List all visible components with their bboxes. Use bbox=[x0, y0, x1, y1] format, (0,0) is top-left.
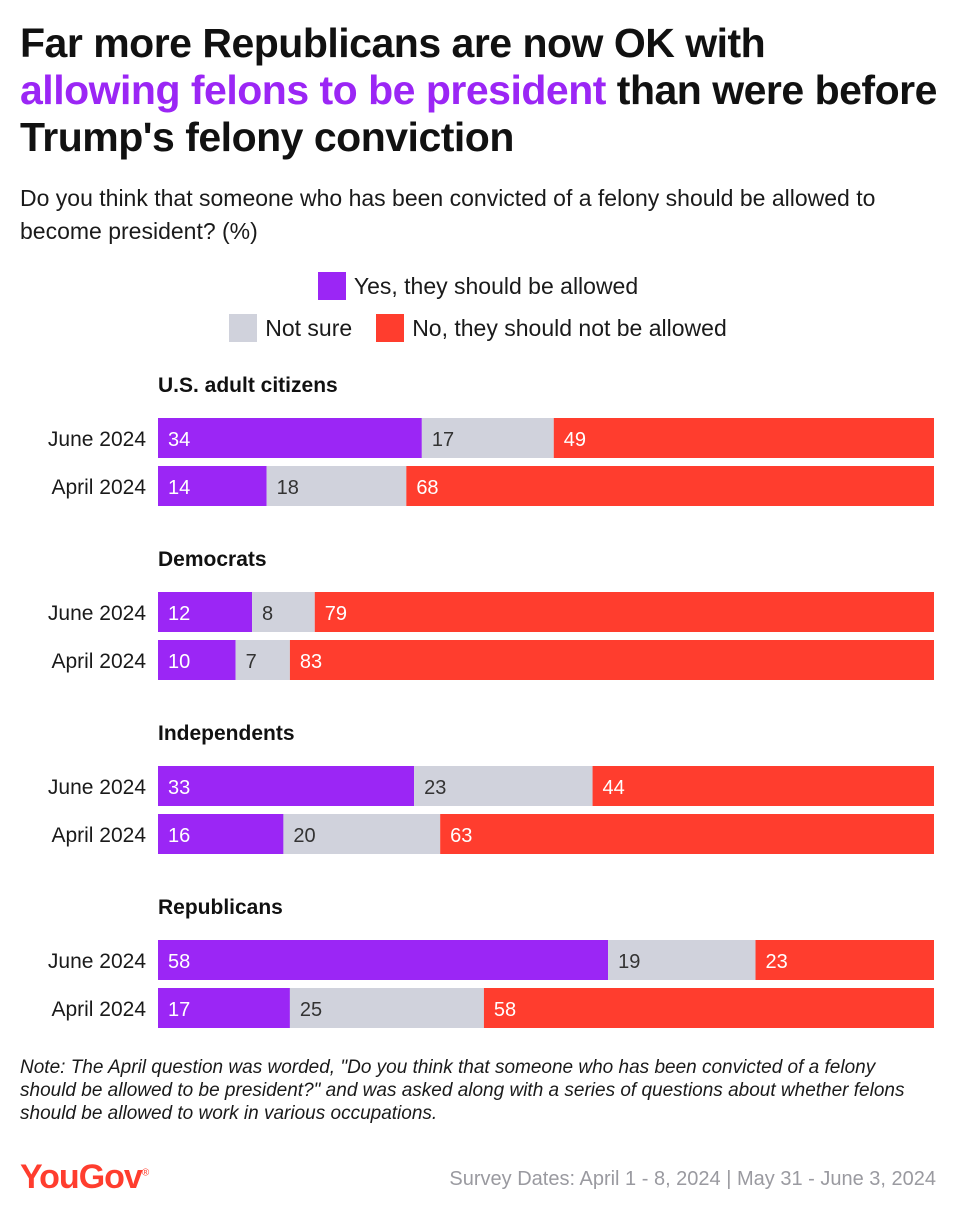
bar-segment-yes bbox=[158, 988, 290, 1028]
legend-label-yes: Yes, they should be allowed bbox=[353, 272, 639, 299]
bar-segment-no bbox=[592, 766, 934, 806]
legend-item-yes: Yes, they should be allowed bbox=[317, 272, 639, 300]
title-highlight: allowing felons to be president bbox=[20, 67, 606, 113]
row-label: April 2024 bbox=[51, 998, 146, 1021]
data-label-not-sure: 17 bbox=[432, 429, 454, 451]
row-label: April 2024 bbox=[51, 824, 146, 847]
data-label-yes: 12 bbox=[168, 603, 190, 625]
chart-title: Far more Republicans are now OK with all… bbox=[20, 20, 940, 161]
legend-label-not-sure: Not sure bbox=[265, 314, 353, 341]
footnote: Note: The April question was worded, "Do… bbox=[20, 1057, 905, 1124]
bar-segment-yes bbox=[158, 814, 284, 854]
legend-item-not-sure: Not sure bbox=[229, 314, 352, 342]
group-header-independents: Independents bbox=[158, 722, 295, 745]
bar-segment-yes bbox=[158, 466, 267, 506]
row-label: June 2024 bbox=[48, 428, 146, 451]
data-label-yes: 17 bbox=[168, 999, 190, 1021]
registered-mark: ® bbox=[141, 1167, 150, 1179]
group-header-democrats: Democrats bbox=[158, 548, 267, 571]
bar-segment-yes bbox=[158, 940, 609, 980]
data-label-not-sure: 20 bbox=[293, 825, 315, 847]
data-label-no: 79 bbox=[325, 603, 347, 625]
data-label-yes: 16 bbox=[168, 825, 190, 847]
legend-row-2: Not sure No, they should not be allowed bbox=[0, 314, 956, 342]
bar-segment-not-sure bbox=[283, 814, 441, 854]
data-label-no: 68 bbox=[416, 477, 438, 499]
data-label-not-sure: 7 bbox=[246, 651, 257, 673]
data-label-yes: 34 bbox=[168, 429, 190, 451]
row-label: June 2024 bbox=[48, 602, 146, 625]
yougov-logo: YouGov® bbox=[20, 1158, 149, 1197]
bar-segment-no bbox=[553, 418, 934, 458]
data-label-yes: 14 bbox=[168, 477, 190, 499]
bar-segment-yes bbox=[158, 418, 422, 458]
group-header-republicans: Republicans bbox=[158, 896, 283, 919]
legend-swatch-not-sure bbox=[229, 314, 258, 342]
data-label-no: 63 bbox=[450, 825, 472, 847]
data-label-yes: 58 bbox=[168, 951, 190, 973]
row-label: April 2024 bbox=[51, 650, 146, 673]
bar-segment-not-sure bbox=[414, 766, 593, 806]
data-label-not-sure: 19 bbox=[618, 951, 640, 973]
chart-subtitle: Do you think that someone who has been c… bbox=[20, 185, 876, 244]
legend-swatch-yes bbox=[317, 272, 346, 300]
bar-segment-no bbox=[755, 940, 934, 980]
data-label-yes: 33 bbox=[168, 777, 190, 799]
bar-segment-yes bbox=[158, 766, 415, 806]
data-label-not-sure: 18 bbox=[277, 477, 299, 499]
bar-segment-not-sure bbox=[266, 466, 407, 506]
bar-segment-not-sure bbox=[252, 592, 315, 632]
bar-segment-no bbox=[440, 814, 934, 854]
data-label-no: 49 bbox=[564, 429, 586, 451]
yougov-logo-text: YouGov bbox=[20, 1158, 143, 1196]
legend-label-no: No, they should not be allowed bbox=[412, 314, 727, 341]
row-label: June 2024 bbox=[48, 950, 146, 973]
row-label: April 2024 bbox=[51, 476, 146, 499]
legend-swatch-no bbox=[376, 314, 405, 342]
data-label-no: 23 bbox=[766, 951, 788, 973]
data-label-no: 83 bbox=[300, 651, 322, 673]
survey-dates: Survey Dates: April 1 - 8, 2024 | May 31… bbox=[449, 1168, 936, 1190]
bar-segment-not-sure bbox=[421, 418, 554, 458]
bar-segment-not-sure bbox=[289, 988, 484, 1028]
bar-segment-not-sure bbox=[608, 940, 756, 980]
bar-segment-yes bbox=[158, 592, 253, 632]
bar-segment-no bbox=[289, 640, 934, 680]
legend-row-1: Yes, they should be allowed bbox=[0, 272, 956, 300]
bar-segment-no bbox=[483, 988, 934, 1028]
data-label-yes: 10 bbox=[168, 651, 190, 673]
legend-item-no: No, they should not be allowed bbox=[376, 314, 727, 342]
bar-segment-no bbox=[406, 466, 934, 506]
title-part-2: than were before Trump's felony convicti… bbox=[20, 67, 937, 160]
data-label-not-sure: 8 bbox=[262, 603, 273, 625]
row-label: June 2024 bbox=[48, 776, 146, 799]
data-label-not-sure: 23 bbox=[424, 777, 446, 799]
bar-segment-no bbox=[314, 592, 934, 632]
bar-segment-not-sure bbox=[235, 640, 290, 680]
stacked-bar-chart: U.S. adult citizens June 2024 34 17 49 April … bbox=[48, 374, 934, 1028]
data-label-no: 58 bbox=[494, 999, 516, 1021]
data-label-not-sure: 25 bbox=[300, 999, 322, 1021]
title-part-1: Far more Republicans are now OK with bbox=[20, 20, 766, 66]
group-header-u-s-adult-citizens: U.S. adult citizens bbox=[158, 374, 338, 397]
bar-segment-yes bbox=[158, 640, 236, 680]
data-label-no: 44 bbox=[603, 777, 625, 799]
